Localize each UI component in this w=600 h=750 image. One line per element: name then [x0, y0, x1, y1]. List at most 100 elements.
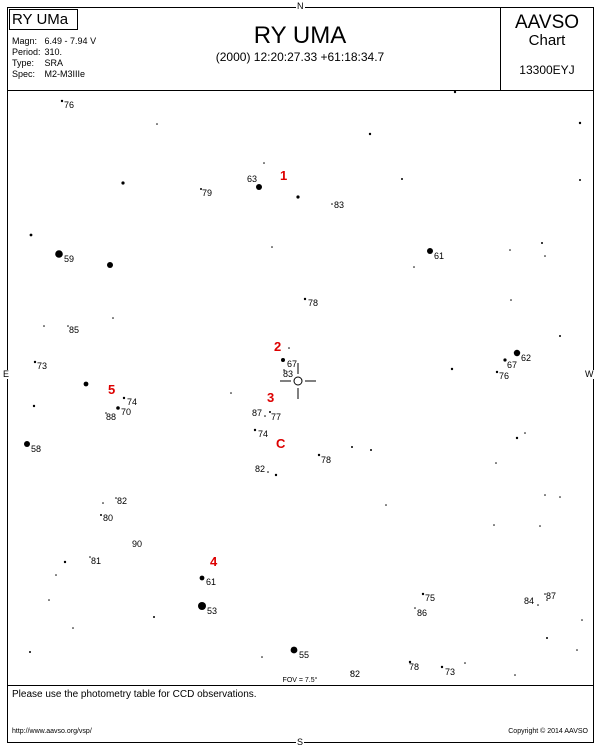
star [414, 607, 416, 609]
star [401, 178, 403, 180]
star [32, 404, 36, 408]
star [29, 651, 31, 653]
star [200, 188, 202, 190]
star [122, 396, 126, 400]
star [546, 637, 548, 639]
comparison-markers: 1 2 3 C 4 5 [108, 168, 287, 569]
magnitude-label: 55 [299, 650, 309, 660]
star [199, 575, 205, 581]
star [495, 462, 497, 464]
star [513, 349, 521, 357]
magnitude-label: 90 [132, 539, 142, 549]
star [493, 524, 495, 526]
star [288, 347, 290, 349]
star [105, 412, 107, 414]
star [440, 665, 444, 669]
magnitude-label: 79 [202, 188, 212, 198]
star [102, 502, 104, 504]
star [261, 656, 263, 658]
ccd-note: Please use the photometry table for CCD … [12, 689, 257, 700]
info-row: Spec: M2-M3IIIe [12, 69, 100, 80]
star [269, 411, 271, 413]
star [100, 514, 102, 516]
star [230, 392, 232, 394]
star [559, 335, 561, 337]
star [464, 662, 466, 664]
magnitude-label: 67 [507, 360, 517, 370]
footer-copyright: Copyright © 2014 AAVSO [508, 728, 588, 735]
star [281, 358, 285, 362]
star-name: RY UMa [12, 11, 69, 28]
coordinates: (2000) 12:20:27.33 +61:18:34.7 [215, 50, 385, 64]
star [48, 599, 50, 601]
magnitude-label: 62 [521, 353, 531, 363]
org-subtitle: Chart [528, 32, 566, 49]
magnitude-label: 82 [255, 464, 265, 474]
star [29, 233, 33, 237]
magnitude-label: 70 [121, 407, 131, 417]
magnitude-label: 80 [103, 513, 113, 523]
star [60, 99, 64, 103]
chart-id: 13300EYJ [519, 63, 575, 77]
magnitude-label: 73 [445, 667, 455, 677]
star [385, 504, 387, 506]
star [156, 123, 158, 125]
star-info-table: Magn: 6.49 - 7.94 V Period: 310. Type: SRA Spe… [12, 36, 100, 80]
star [413, 266, 415, 268]
star [537, 604, 539, 606]
star [256, 184, 262, 190]
star [509, 249, 511, 251]
star [153, 616, 155, 618]
magnitude-label: 76 [64, 100, 74, 110]
star [539, 525, 541, 527]
star [271, 246, 273, 248]
magnitude-label: 73 [37, 361, 47, 371]
magnitude-label: 88 [106, 412, 116, 422]
compass-west: W [585, 369, 594, 379]
star [576, 649, 578, 651]
star [370, 449, 372, 451]
magnitude-label: 53 [207, 606, 217, 616]
magnitude-label: 58 [31, 444, 41, 454]
footer-url[interactable]: http://www.aavso.org/vsp/ [12, 728, 92, 735]
magnitude-label: 82 [350, 669, 360, 679]
star [116, 406, 120, 410]
star [112, 317, 114, 319]
info-label: Type: [12, 58, 35, 68]
star [274, 473, 278, 477]
magnitude-label: 87 [546, 591, 556, 601]
comparison-marker: 4 [210, 554, 218, 569]
fov-label: FOV = 7.5° [282, 677, 318, 684]
star [24, 441, 30, 447]
star [115, 497, 117, 499]
magnitude-label: 87 [252, 408, 262, 418]
star [253, 428, 257, 432]
star [283, 369, 285, 371]
target-reticle [280, 363, 316, 399]
magnitude-label: 63 [247, 174, 257, 184]
star [303, 297, 307, 301]
info-label: Period: [12, 47, 41, 57]
star [495, 370, 499, 374]
star [89, 556, 91, 558]
star [581, 619, 583, 621]
star [515, 436, 519, 440]
magnitude-label: 74 [258, 429, 268, 439]
star-name-box [9, 9, 78, 30]
star [503, 358, 507, 362]
star [427, 248, 433, 254]
magnitude-label: 61 [434, 251, 444, 261]
page-title: RY UMA [253, 22, 347, 49]
star-field [24, 90, 583, 676]
star [43, 325, 45, 327]
star [290, 646, 298, 654]
star [107, 262, 113, 268]
star [267, 471, 269, 473]
star [55, 250, 63, 258]
comparison-marker: 3 [267, 390, 274, 405]
star [524, 432, 526, 434]
star [544, 494, 546, 496]
star [421, 592, 425, 596]
star [544, 255, 546, 257]
